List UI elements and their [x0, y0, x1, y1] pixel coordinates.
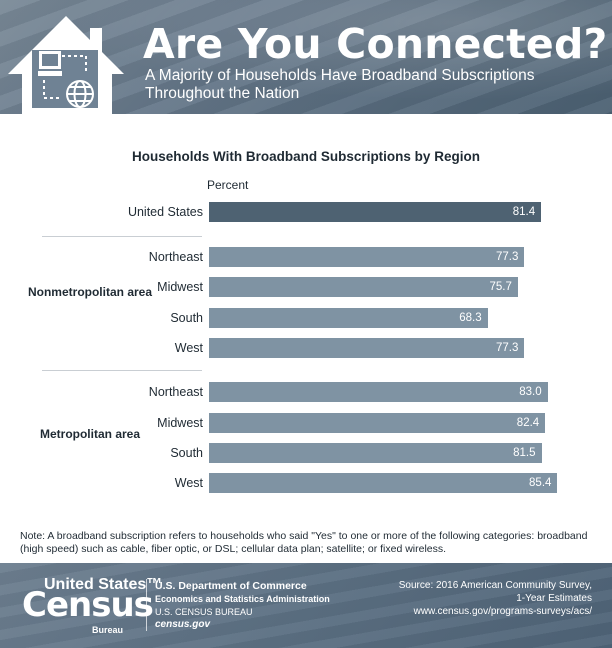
bar [209, 277, 518, 297]
category-label: South [170, 446, 203, 460]
source-link[interactable]: www.census.gov/programs-surveys/acs/ [413, 606, 592, 617]
dept-subname: Economics and Statistics Administration [155, 594, 330, 604]
globe-icon [66, 80, 94, 108]
footer-divider [146, 579, 147, 631]
group-divider [42, 236, 202, 237]
page-subtitle: A Majority of Households Have Broadband … [145, 67, 535, 102]
category-label: West [174, 476, 203, 490]
bar [209, 473, 558, 493]
bar-value-label: 77.3 [495, 251, 519, 263]
footer-background [0, 563, 612, 648]
footer-banner: United States™ Census Bureau U.S. Depart… [0, 563, 612, 648]
bar-value-label: 83.0 [519, 386, 542, 398]
category-label: Midwest [157, 280, 203, 294]
source-line: Source: 2016 American Community Survey, [398, 580, 592, 591]
bar [209, 202, 542, 222]
dept-name: U.S. Department of Commerce [155, 580, 307, 592]
census-logo-sub: Bureau [92, 625, 124, 635]
house-icon [8, 16, 124, 114]
bar [209, 443, 542, 463]
footnote: Note: A broadband subscription refers to… [20, 530, 588, 555]
bar [209, 382, 548, 402]
bar-value-label: 77.3 [495, 342, 519, 354]
bar [209, 308, 488, 328]
bar-value-label: 81.5 [513, 447, 536, 459]
bar-value-label: 75.7 [489, 281, 512, 293]
computer-icon [38, 51, 62, 76]
header-banner: Are You Connected? A Majority of Househo… [0, 0, 612, 114]
page-title: Are You Connected? [143, 20, 608, 68]
category-label: Northeast [148, 385, 203, 399]
bureau-name: U.S. CENSUS BUREAU [155, 607, 253, 617]
group-divider [42, 370, 202, 371]
source-estimates: 1-Year Estimates [516, 593, 592, 604]
bar-value-label: 68.3 [459, 312, 482, 324]
category-label: United States [127, 205, 203, 219]
bar [209, 338, 525, 358]
census-logo-top: United States™ [44, 576, 163, 593]
bar-value-label: 82.4 [516, 417, 540, 429]
bar-value-label: 81.4 [512, 206, 536, 218]
category-label: South [170, 311, 203, 325]
category-label: West [174, 341, 203, 355]
census-logo: Census [22, 585, 154, 625]
bar-value-label: 85.4 [529, 477, 552, 489]
bar [209, 413, 546, 433]
category-label: Midwest [157, 416, 203, 430]
group-label: Metropolitan area [39, 427, 141, 441]
chart-title: Households With Broadband Subscriptions … [132, 149, 480, 164]
census-link[interactable]: census.gov [155, 619, 211, 630]
category-label: Northeast [148, 250, 203, 264]
unit-label: Percent [207, 178, 249, 192]
bar [209, 247, 525, 267]
group-label: Nonmetropolitan area [27, 285, 153, 299]
